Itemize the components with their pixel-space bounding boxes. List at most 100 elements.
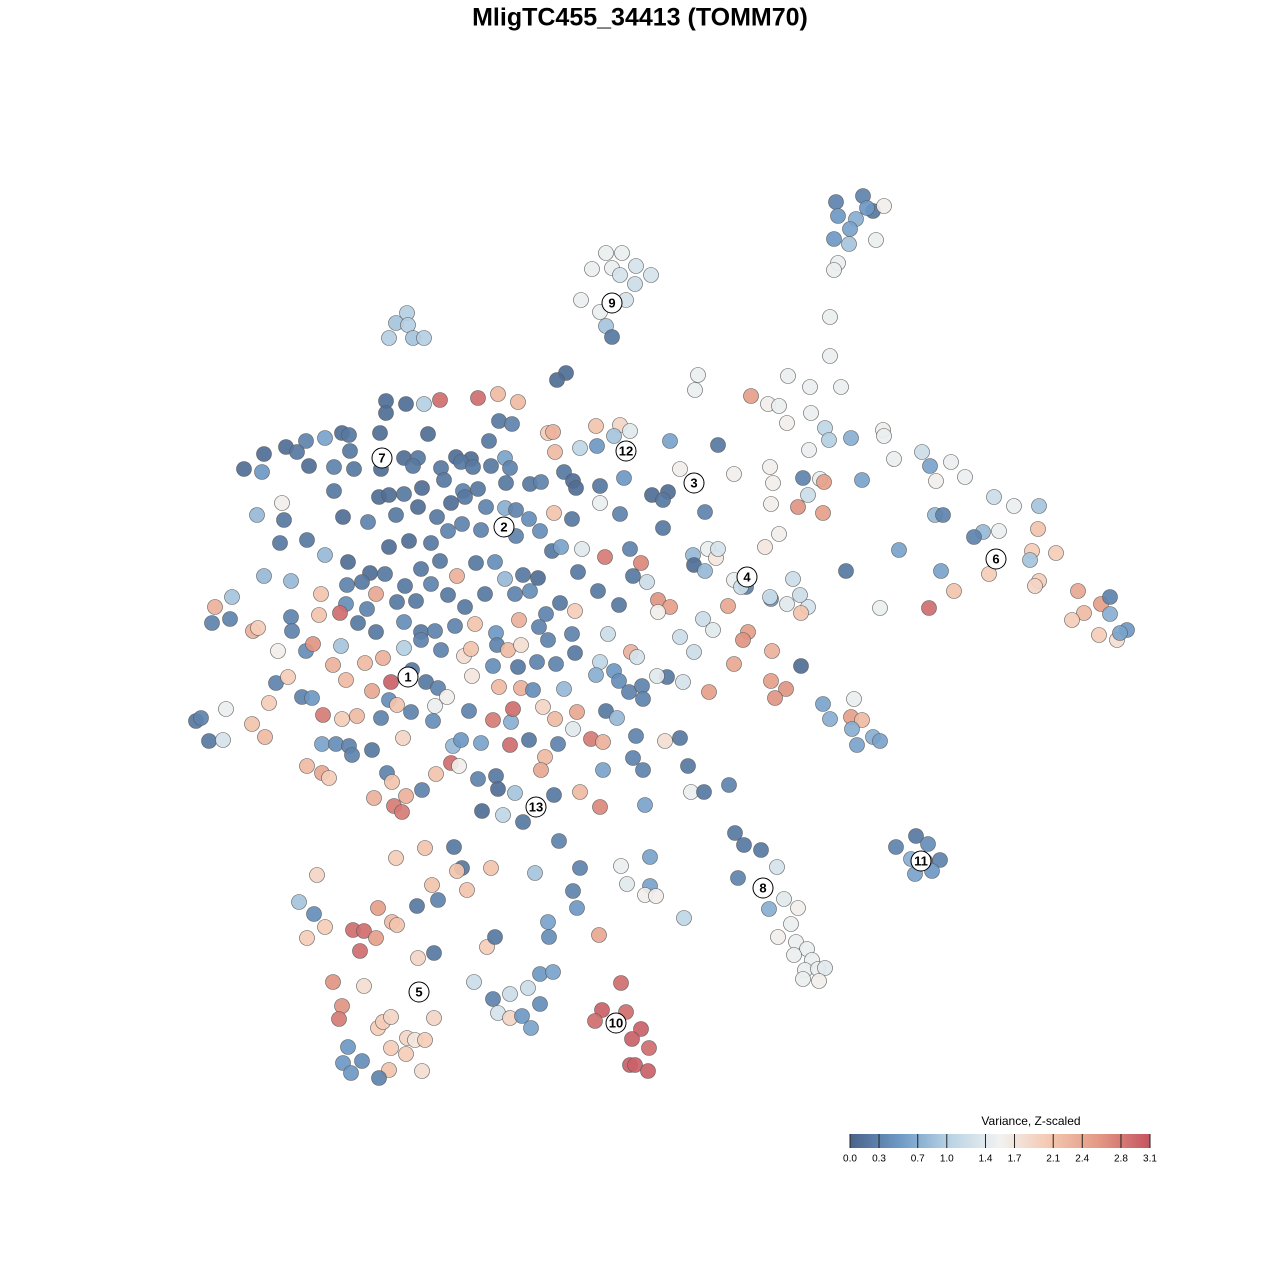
- point: [957, 469, 973, 485]
- point: [793, 658, 809, 674]
- point: [525, 682, 541, 698]
- point: [401, 533, 417, 549]
- point: [389, 917, 405, 933]
- point: [483, 458, 499, 474]
- point: [470, 771, 486, 787]
- point: [633, 555, 649, 571]
- point: [1030, 521, 1046, 537]
- point: [908, 828, 924, 844]
- point: [595, 734, 611, 750]
- cluster-label-badge: [525, 796, 547, 818]
- point: [420, 426, 436, 442]
- point: [218, 701, 234, 717]
- point: [397, 578, 413, 594]
- point: [843, 430, 859, 446]
- cluster-label-badge: [408, 981, 430, 1003]
- point: [914, 444, 930, 460]
- point: [236, 461, 252, 477]
- point: [334, 711, 350, 727]
- colorbar-tick-label: 1.7: [1008, 1154, 1022, 1165]
- point: [423, 535, 439, 551]
- point: [600, 626, 616, 642]
- point: [1091, 627, 1107, 643]
- point: [726, 466, 742, 482]
- point: [793, 605, 809, 621]
- point: [428, 766, 444, 782]
- point: [413, 632, 429, 648]
- colorbar: 0.0 0.3 0.7 1.0 1.4 1.7 2.1 2.4 2.8 3.1: [843, 1134, 1157, 1165]
- point: [314, 736, 330, 752]
- point: [888, 839, 904, 855]
- point: [743, 388, 759, 404]
- point: [556, 681, 572, 697]
- point: [432, 553, 448, 569]
- point: [590, 583, 606, 599]
- point: [634, 678, 650, 694]
- point: [377, 566, 393, 582]
- point: [553, 539, 569, 555]
- point: [535, 699, 551, 715]
- point: [763, 673, 779, 689]
- point: [261, 695, 277, 711]
- point: [966, 529, 982, 545]
- colorbar-tick-label: 2.4: [1075, 1154, 1089, 1165]
- point: [510, 659, 526, 675]
- point: [485, 991, 501, 1007]
- point: [545, 964, 561, 980]
- point: [457, 599, 473, 615]
- point: [470, 481, 486, 497]
- colorbar-tick-label: 0.0: [843, 1154, 857, 1165]
- point: [507, 785, 523, 801]
- cluster-label: 3: [690, 475, 697, 490]
- point: [727, 825, 743, 841]
- point: [352, 943, 368, 959]
- point: [453, 732, 469, 748]
- point: [468, 555, 484, 571]
- point: [332, 605, 348, 621]
- point: [466, 974, 482, 990]
- point: [424, 877, 440, 893]
- point: [833, 379, 849, 395]
- points: [188, 188, 1135, 1086]
- point: [795, 470, 811, 486]
- point: [662, 433, 678, 449]
- cluster-label: 12: [619, 443, 633, 458]
- cluster-label: 7: [378, 450, 385, 465]
- point: [256, 568, 272, 584]
- point: [649, 668, 665, 684]
- point: [341, 427, 357, 443]
- point: [449, 863, 465, 879]
- point: [491, 679, 507, 695]
- point: [776, 891, 792, 907]
- point: [842, 221, 858, 237]
- cluster-label: 8: [759, 880, 766, 895]
- point: [464, 668, 480, 684]
- point: [690, 367, 706, 383]
- point: [410, 499, 426, 515]
- point: [625, 750, 641, 766]
- point: [771, 526, 787, 542]
- point: [546, 787, 562, 803]
- point: [846, 691, 862, 707]
- point: [333, 638, 349, 654]
- point: [321, 770, 337, 786]
- point: [628, 728, 644, 744]
- point: [274, 495, 290, 511]
- point: [474, 803, 490, 819]
- point: [416, 396, 432, 412]
- point: [803, 405, 819, 421]
- cluster-label-badge: [736, 566, 758, 588]
- point: [284, 623, 300, 639]
- point: [598, 703, 614, 719]
- point: [396, 614, 412, 630]
- point: [497, 571, 513, 587]
- point: [427, 698, 443, 714]
- point: [564, 511, 580, 527]
- point: [764, 643, 780, 659]
- point: [461, 703, 477, 719]
- cluster-label-badge: [493, 516, 515, 538]
- point: [876, 428, 892, 444]
- point: [283, 609, 299, 625]
